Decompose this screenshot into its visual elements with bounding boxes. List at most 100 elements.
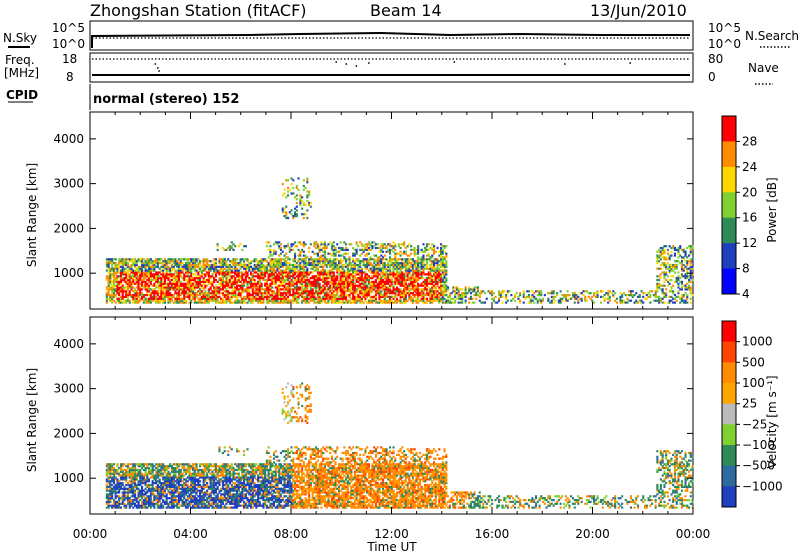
range-time-cell — [162, 271, 164, 273]
range-time-cell — [408, 258, 410, 260]
range-time-cell — [343, 270, 345, 272]
range-time-cell — [378, 273, 380, 275]
range-time-cell — [410, 253, 412, 255]
range-time-cell — [320, 241, 322, 243]
range-time-cell — [347, 268, 349, 270]
range-time-cell — [261, 262, 263, 264]
range-time-cell — [540, 300, 542, 302]
range-time-cell — [370, 292, 372, 294]
range-time-cell — [129, 279, 131, 281]
y-tick-label: 1000 — [53, 266, 84, 280]
range-time-cell — [635, 302, 637, 304]
range-time-cell — [626, 298, 628, 300]
range-time-cell — [303, 204, 305, 206]
range-time-cell — [174, 258, 176, 260]
range-time-cell — [120, 290, 122, 292]
range-time-cell — [306, 262, 308, 264]
range-time-cell — [233, 243, 235, 245]
range-time-cell — [108, 290, 110, 292]
range-time-cell — [327, 288, 329, 290]
range-time-cell — [310, 243, 312, 245]
range-time-cell — [354, 264, 356, 266]
range-time-cell — [336, 270, 338, 272]
range-time-cell — [327, 253, 329, 255]
range-time-cell — [567, 300, 569, 302]
range-time-cell — [342, 264, 344, 266]
range-time-cell — [136, 300, 138, 302]
range-time-cell — [431, 264, 433, 266]
range-time-cell — [213, 288, 215, 290]
nsearch-tick-bottom: 10^0 — [708, 37, 741, 51]
range-time-cell — [123, 271, 125, 273]
range-time-cell — [417, 258, 419, 260]
range-time-cell — [350, 290, 352, 292]
nave-dip-point — [629, 62, 631, 64]
range-time-cell — [306, 271, 308, 273]
range-time-cell — [153, 300, 155, 302]
range-time-cell — [273, 264, 275, 266]
colorbar-tick-label: 16 — [742, 211, 757, 225]
range-time-cell — [426, 273, 428, 275]
range-time-cell — [285, 213, 287, 215]
range-time-cell — [396, 271, 398, 273]
range-time-cell — [220, 281, 222, 283]
range-time-cell — [225, 273, 227, 275]
range-time-cell — [686, 283, 688, 285]
range-time-cell — [247, 273, 249, 275]
range-time-cell — [324, 281, 326, 283]
range-time-cell — [440, 300, 442, 302]
range-time-cell — [472, 298, 474, 300]
range-time-cell — [336, 302, 338, 304]
range-time-cell — [153, 275, 155, 277]
range-time-cell — [162, 262, 164, 264]
range-time-cell — [370, 302, 372, 304]
range-time-cell — [291, 177, 293, 179]
range-time-cell — [465, 300, 467, 302]
range-time-cell — [319, 288, 321, 290]
range-time-cell — [422, 294, 424, 296]
range-time-cell — [320, 260, 322, 262]
range-time-cell — [250, 268, 252, 270]
range-time-cell — [456, 298, 458, 300]
range-time-cell — [438, 270, 440, 272]
range-time-cell — [109, 488, 111, 490]
range-time-cell — [220, 288, 222, 290]
range-time-cell — [306, 298, 308, 300]
range-time-cell — [672, 298, 674, 300]
range-time-cell — [320, 300, 322, 302]
range-time-cell — [238, 245, 240, 247]
range-time-cell — [375, 285, 377, 287]
range-time-cell — [366, 253, 368, 255]
range-time-cell — [280, 253, 282, 255]
range-time-cell — [255, 264, 257, 266]
range-time-cell — [243, 285, 245, 287]
range-time-cell — [663, 262, 665, 264]
range-time-cell — [259, 302, 261, 304]
range-time-cell — [192, 260, 194, 262]
range-time-cell — [162, 288, 164, 290]
range-time-cell — [400, 243, 402, 245]
range-time-cell — [662, 264, 664, 266]
range-time-cell — [234, 286, 236, 288]
range-time-cell — [324, 262, 326, 264]
range-time-cell — [361, 249, 363, 251]
range-time-cell — [315, 260, 317, 262]
range-time-cell — [129, 300, 131, 302]
range-time-cell — [240, 268, 242, 270]
range-time-cell — [417, 298, 419, 300]
range-time-cell — [276, 302, 278, 304]
range-time-cell — [396, 279, 398, 281]
range-time-cell — [180, 268, 182, 270]
range-time-cell — [174, 264, 176, 266]
range-time-cell — [109, 260, 111, 262]
range-time-cell — [417, 302, 419, 304]
range-time-cell — [269, 262, 271, 264]
range-time-cell — [273, 296, 275, 298]
range-time-cell — [150, 268, 152, 270]
range-time-cell — [171, 298, 173, 300]
range-time-cell — [445, 281, 447, 283]
range-time-cell — [405, 292, 407, 294]
range-time-cell — [447, 296, 449, 298]
range-time-cell — [312, 271, 314, 273]
range-time-cell — [414, 255, 416, 257]
